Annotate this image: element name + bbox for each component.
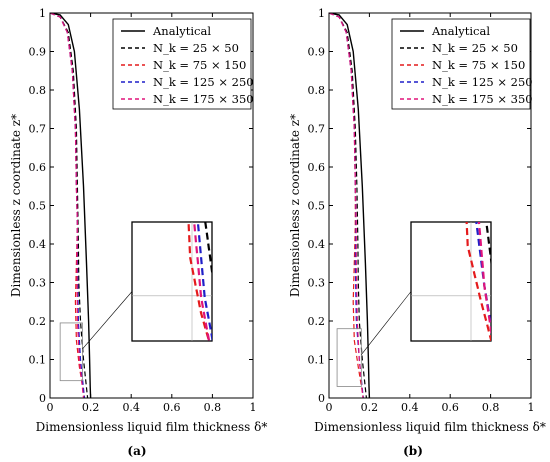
inset-series-group (465, 222, 491, 341)
series-group (50, 13, 92, 398)
y-tick-label: 0.1 (308, 354, 326, 367)
zoom-connector (361, 291, 412, 355)
x-tick-label: 0.8 (204, 401, 222, 414)
zoom-connector (82, 291, 133, 350)
legend-label: Analytical (152, 24, 211, 38)
inset-series-line-4 (477, 222, 491, 338)
y-tick-label: 0.2 (308, 315, 326, 328)
y-tick-label: 0 (39, 392, 46, 405)
x-tick-label: 0 (47, 401, 54, 414)
y-tick-label: 0 (318, 392, 325, 405)
series-line-4 (50, 13, 85, 398)
legend-label: N_k = 175 × 350 (432, 92, 533, 106)
y-tick-label: 0.5 (308, 200, 326, 213)
chart-panel-b: 0 0.2 0.4 0.6 0.8 1 0 0.1 0.2 0.3 0.4 0.5 0.6 0.7 0.8 0… (288, 7, 546, 458)
y-tick-label: 0.9 (308, 46, 326, 59)
legend-label: N_k = 75 × 150 (432, 58, 525, 72)
y-tick-label: 0.7 (308, 123, 326, 136)
x-tick-label: 0.4 (122, 401, 140, 414)
legend-label: Analytical (431, 24, 490, 38)
x-tick-label: 0.4 (401, 401, 419, 414)
x-tick-label: 1 (250, 401, 257, 414)
legend-label: N_k = 175 × 350 (153, 92, 254, 106)
y-tick-label: 0.2 (29, 315, 47, 328)
y-tick-label: 0.3 (308, 277, 326, 290)
y-tick-label: 0.4 (308, 238, 326, 251)
x-tick-label: 0.6 (163, 401, 181, 414)
inset-series-line-1 (485, 222, 491, 268)
legend-box (391, 18, 531, 110)
y-tick-label: 0.6 (308, 161, 326, 174)
inset-series-group (187, 222, 212, 341)
y-axis-label: Dimensionless z coordinate z* (9, 114, 23, 297)
y-tick-label: 0.6 (29, 161, 47, 174)
y-tick-label: 1 (39, 7, 46, 20)
panel-caption: (a) (127, 444, 146, 458)
x-tick-label: 0.2 (82, 401, 100, 414)
panel-caption: (b) (403, 444, 423, 458)
series-line-3 (329, 13, 364, 398)
legend-label: N_k = 125 × 250 (153, 75, 254, 89)
series-group (329, 13, 371, 398)
inset-plot (410, 221, 492, 342)
x-axis-label: Dimensionless liquid film thickness δ* (36, 420, 268, 434)
y-axis-label: Dimensionless z coordinate z* (288, 114, 302, 297)
series-line-4 (329, 13, 364, 398)
series-line-0 (50, 13, 92, 398)
y-tick-label: 0.7 (29, 123, 47, 136)
legend-box (112, 18, 252, 110)
zoom-region-box (59, 322, 83, 382)
inset-series-line-1 (204, 222, 212, 279)
chart-panel-a: 0 0.2 0.4 0.6 0.8 1 0 0.1 0.2 0.3 0.4 0.5 0.6 0.7 0.8 0… (9, 7, 268, 458)
y-tick-label: 0.3 (29, 277, 47, 290)
inset-series-line-3 (475, 222, 491, 332)
x-tick-label: 0.2 (361, 401, 379, 414)
x-tick-label: 0.8 (482, 401, 500, 414)
inset-frame (410, 221, 492, 342)
legend: Analytical N_k = 25 × 50 N_k = 75 × 150 N_k… (391, 18, 533, 110)
x-tick-label: 1 (528, 401, 535, 414)
legend-label: N_k = 25 × 50 (432, 41, 518, 55)
legend-label: N_k = 125 × 250 (432, 75, 533, 89)
y-tick-label: 0.4 (29, 238, 47, 251)
legend: Analytical N_k = 25 × 50 N_k = 75 × 150 N_k… (112, 18, 254, 110)
x-axis-label: Dimensionless liquid film thickness δ* (314, 420, 546, 434)
y-tick-label: 1 (318, 7, 325, 20)
y-tick-label: 0.9 (29, 46, 47, 59)
inset-series-line-2 (465, 222, 491, 341)
x-tick-label: 0 (326, 401, 333, 414)
y-tick-label: 0.1 (29, 354, 47, 367)
inset-plot (131, 221, 213, 342)
y-tick-label: 0.8 (29, 84, 47, 97)
zoom-region-box (336, 328, 362, 387)
series-line-1 (329, 13, 367, 398)
y-tick-label: 0.5 (29, 200, 47, 213)
series-line-0 (329, 13, 371, 398)
y-tick-label: 0.8 (308, 84, 326, 97)
legend-label: N_k = 25 × 50 (153, 41, 239, 55)
series-line-1 (50, 13, 89, 398)
legend-label: N_k = 75 × 150 (153, 58, 246, 72)
x-tick-label: 0.6 (441, 401, 459, 414)
series-line-3 (50, 13, 86, 398)
